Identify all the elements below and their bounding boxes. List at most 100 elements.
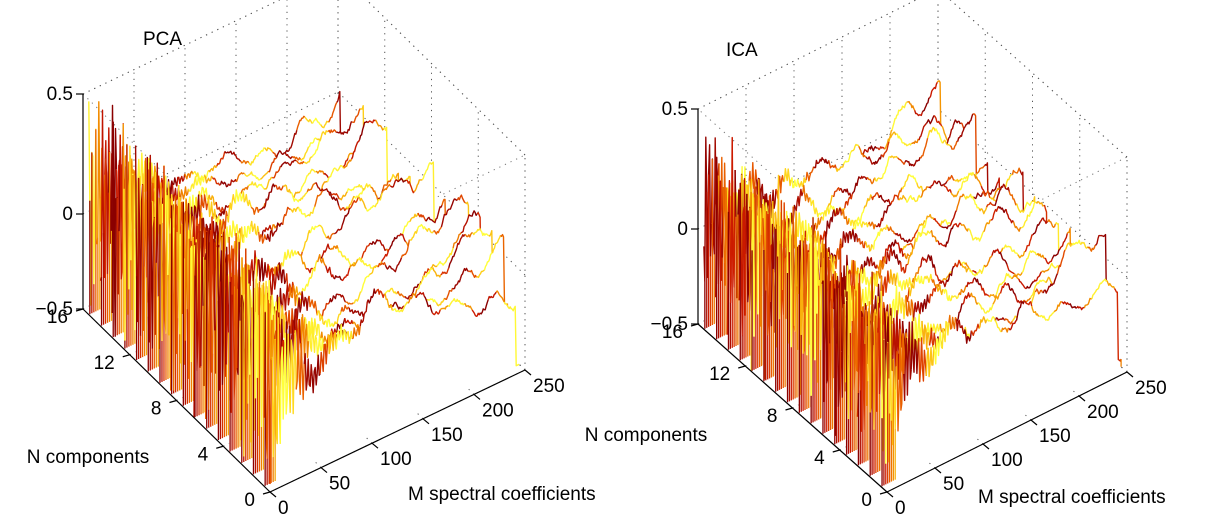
pca-series-segment (271, 317, 281, 458)
pca-series-segment (409, 212, 419, 222)
ica-series-segment (970, 195, 980, 209)
ica-series-segment (911, 138, 920, 145)
ica-x-tick-label: 100 (991, 450, 1023, 471)
ica-series-segment (965, 171, 975, 182)
ica-series-segment (1001, 183, 1010, 192)
ica-series-segment (832, 187, 842, 198)
ica-series-segment (790, 177, 800, 189)
pca-series-segment (440, 208, 450, 228)
ica-series-segment (975, 231, 985, 242)
ica-series-segment (866, 176, 876, 185)
pca-series-segment (367, 119, 376, 124)
ica-series-segment (960, 223, 969, 232)
ica-series-segment (834, 238, 843, 270)
pca-series-segment (252, 174, 261, 181)
pca-series-segment (219, 204, 229, 217)
pca-series-segment (215, 201, 225, 214)
ica-series-segment (967, 227, 977, 241)
pca-series-segment (452, 232, 462, 249)
ica-panel: 0 50 100 150 200 250 0 4 8 12 16−0.5 0 0.5 ICA M spe… (585, 0, 1167, 519)
pca-series-segment (476, 269, 485, 279)
ica-series-segment (868, 257, 878, 269)
pca-series-segment (472, 227, 482, 236)
ica-series-segment (1024, 234, 1034, 252)
ica-series-segment (925, 115, 935, 125)
pca-series-segment (303, 352, 313, 391)
ica-series-segment (901, 173, 910, 190)
pca-series-segment (377, 262, 387, 268)
ica-series-segment (921, 97, 931, 113)
pca-series-segment (483, 252, 493, 271)
ica-series-segment (814, 216, 823, 230)
pca-series-segment (264, 147, 274, 153)
ica-series-segment (1009, 246, 1019, 256)
ica-series-segment (1098, 278, 1108, 286)
ica-series-segment (963, 193, 973, 200)
pca-series-segment (335, 164, 345, 172)
pca-series-segment (479, 299, 489, 315)
ica-series-segment (993, 185, 1003, 207)
ica-series-segment (933, 331, 942, 365)
pca-series-segment (452, 278, 462, 290)
pca-series-segment (409, 229, 419, 241)
ica-series-segment (898, 194, 907, 201)
ica-x-axis-label: M spectral coefficients (978, 487, 1166, 508)
pca-series-segment (297, 251, 307, 270)
pca-z-tick-label: −0.5 (35, 299, 73, 320)
pca-series-segment (464, 232, 473, 238)
ica-series-segment (985, 201, 995, 208)
ica-series-segment (1016, 203, 1025, 214)
ica-series-segment (856, 238, 866, 249)
pca-series-segment (416, 275, 426, 290)
pca-series-segment (218, 210, 228, 235)
ica-series-segment (957, 126, 966, 142)
ica-series-segment (868, 145, 878, 152)
ica-series-segment (908, 173, 918, 184)
pca-y-tick (169, 399, 177, 404)
ica-series-segment (1035, 200, 1044, 207)
ica-series-segment (992, 292, 1001, 305)
pca-series-segment (444, 247, 454, 264)
pca-series-segment (322, 188, 331, 196)
pca-x-tick (473, 393, 481, 400)
ica-x-tick (1078, 395, 1086, 402)
ica-series-segment (985, 316, 995, 322)
pca-series-segment (346, 195, 355, 210)
ica-series-segment (1021, 252, 1031, 273)
ica-series-segment (1087, 244, 1096, 252)
ica-y-tick-label: 4 (814, 448, 825, 469)
pca-series-segment (328, 293, 338, 303)
pca-series-segment (375, 288, 385, 299)
pca-series-segment (227, 178, 238, 186)
pca-series-segment (389, 235, 399, 250)
pca-tick-labels: 0 50 100 150 200 250 0 4 8 12 16−0.5 0 0.5 (35, 84, 564, 519)
pca-series-segment (250, 220, 260, 236)
ica-series-segment (1029, 250, 1038, 256)
ica-series-segment (1004, 173, 1013, 189)
ica-series-segment (952, 119, 962, 126)
pca-y-tick (216, 445, 224, 449)
pca-series-segment (374, 192, 383, 208)
ica-series-segment (890, 285, 900, 325)
pca-z-tick-label: 0.5 (47, 84, 73, 105)
ica-series-segment (988, 185, 998, 195)
ica-series-segment (870, 192, 880, 201)
ica-series-segment (843, 151, 852, 165)
pca-series-segment (317, 253, 327, 267)
ica-series-segment (856, 273, 866, 432)
pca-panel: 0 50 100 150 200 250 0 4 8 12 16−0.5 0 0.5 PCA M spe… (27, 0, 596, 519)
ica-series-segment (862, 286, 872, 307)
pca-series-segment (307, 321, 318, 353)
ica-series-segment (918, 122, 927, 141)
ica-series-segment (912, 300, 922, 321)
pca-series-segment (282, 184, 292, 194)
pca-series-segment (358, 196, 367, 210)
pca-series-segment (343, 121, 353, 134)
ica-z-tick-label: 0.5 (662, 99, 688, 120)
pca-series-segment (319, 130, 329, 141)
ica-series-segment (976, 264, 986, 276)
ica-series-segment (941, 139, 951, 147)
pca-series-segment (321, 243, 331, 258)
pca-series-segment (439, 305, 449, 311)
ica-series-segment (941, 225, 950, 230)
